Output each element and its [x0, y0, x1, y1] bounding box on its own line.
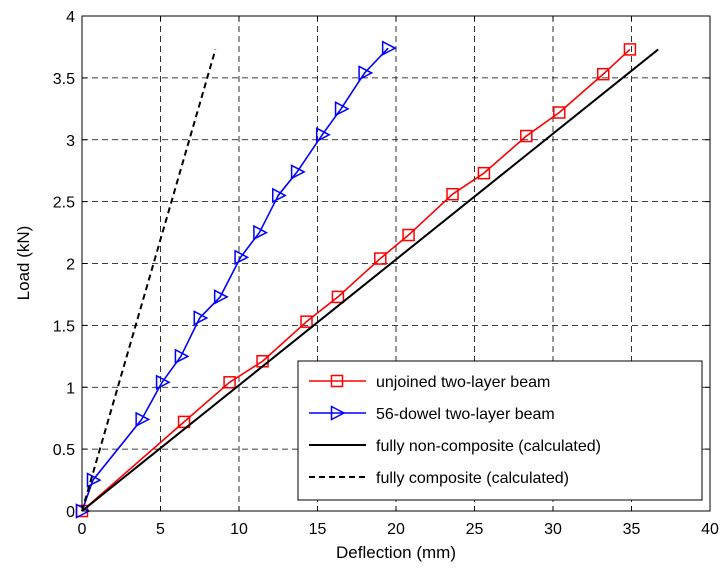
x-tick-label: 40 [701, 521, 719, 538]
data-point [135, 411, 151, 428]
data-point [402, 228, 415, 242]
axis-ticks [81, 15, 711, 512]
x-tick-label: 25 [466, 521, 484, 538]
data-point [520, 129, 533, 143]
legend-label: fully composite (calculated) [376, 470, 569, 487]
y-axis-label: Load (kN) [14, 226, 33, 301]
data-point [446, 187, 459, 201]
data-point [253, 224, 269, 241]
series-line [81, 49, 217, 512]
legend-item: 56-dowel two-layer beam [309, 405, 555, 423]
x-tick-label: 35 [623, 521, 641, 538]
y-tick-label: 2.5 [53, 195, 75, 212]
series-line [81, 48, 659, 512]
legend-box [297, 360, 703, 501]
data-point [596, 67, 610, 81]
tick-labels: 0 5 10 15 20 25 30 35 40 0 0.5 1 1.5 2 2.5 3 3.5 4 [53, 9, 719, 538]
data-point [223, 376, 236, 389]
y-tick-label: 0.5 [53, 442, 75, 459]
data-point [155, 374, 171, 391]
x-axis-label: Deflection (mm) [336, 543, 456, 562]
data-point [177, 415, 191, 429]
x-tick-label: 5 [156, 521, 165, 538]
legend-item: unjoined two-layer beam [309, 374, 550, 391]
y-tick-label: 3.5 [53, 71, 75, 88]
data-point [553, 106, 566, 119]
legend-marker [330, 405, 346, 421]
x-tick-label: 15 [309, 521, 327, 538]
data-point [477, 166, 491, 180]
y-tick-label: 4 [66, 9, 75, 26]
legend-item: fully composite (calculated) [309, 470, 569, 487]
data-point [331, 290, 345, 304]
data-point [193, 310, 209, 326]
y-tick-label: 1.5 [53, 318, 75, 335]
y-tick-label: 0 [66, 504, 75, 521]
x-tick-label: 10 [230, 521, 248, 538]
series-layer [75, 40, 659, 519]
x-tick-label: 0 [78, 521, 87, 538]
legend-label: fully non-composite (calculated) [376, 438, 601, 455]
legend-label: 56-dowel two-layer beam [376, 406, 555, 423]
data-point [234, 249, 250, 266]
data-point [290, 164, 306, 180]
y-tick-label: 1 [66, 380, 75, 397]
data-point [213, 289, 229, 305]
data-point [300, 315, 313, 328]
series-line [81, 47, 389, 512]
series-56-dowel-two-layer-beam [75, 40, 397, 519]
x-tick-label: 30 [544, 521, 562, 538]
series-unjoined-two-layer-beam [75, 43, 637, 518]
data-point [374, 252, 387, 265]
series-fully-non-composite-calculated [81, 48, 659, 512]
legend-label: unjoined two-layer beam [376, 374, 550, 391]
data-point [358, 65, 374, 81]
data-point [381, 40, 397, 56]
legend-marker [330, 374, 344, 388]
data-point [86, 472, 102, 488]
legend: unjoined two-layer beam 56-dowel two-laye… [297, 360, 703, 501]
legend-item: fully non-composite (calculated) [309, 438, 601, 455]
series-fully-composite-calculated [81, 49, 217, 512]
data-point [272, 187, 287, 204]
x-tick-label: 20 [387, 521, 405, 538]
data-point [623, 43, 637, 56]
data-point [174, 348, 190, 365]
data-point [315, 127, 331, 143]
y-tick-label: 2 [66, 257, 75, 274]
y-tick-label: 3 [66, 133, 75, 150]
data-point [334, 101, 350, 117]
